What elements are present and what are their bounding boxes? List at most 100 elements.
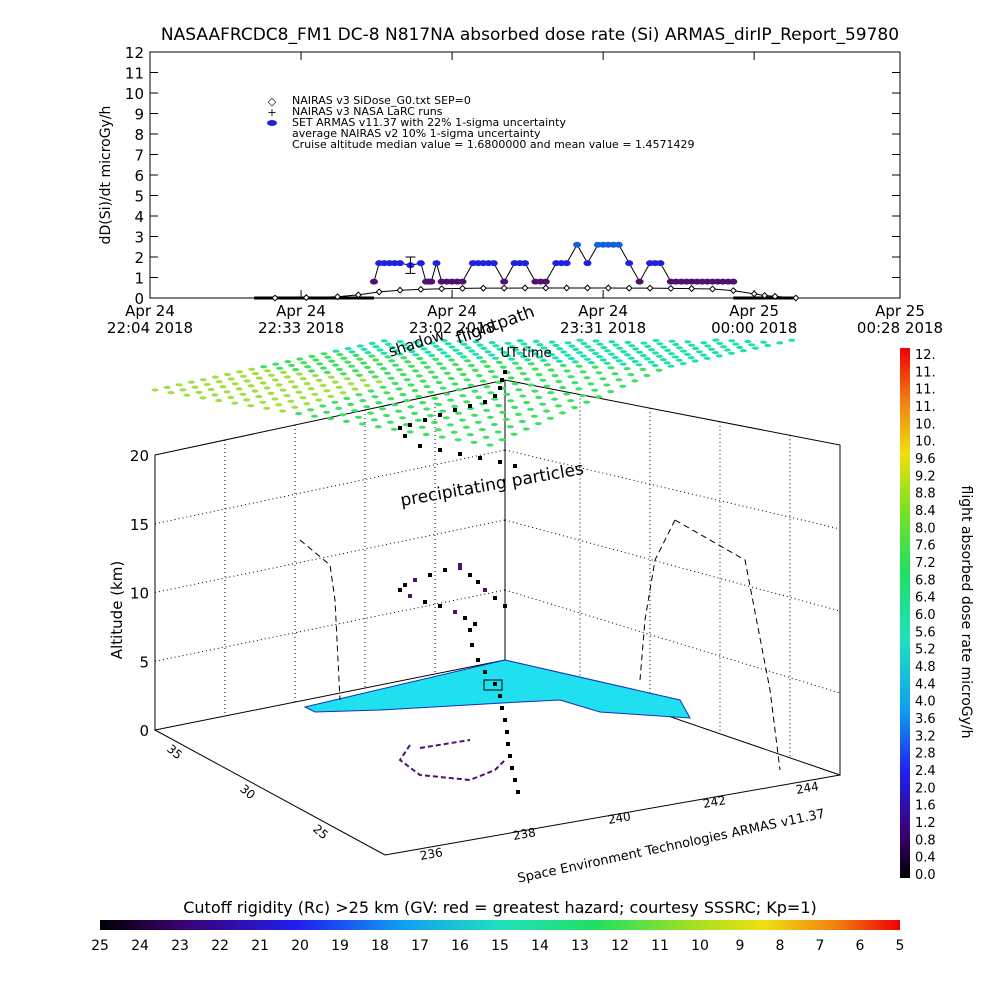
nairas-point <box>542 284 550 292</box>
particle-cell <box>587 382 595 386</box>
particle-cell <box>423 407 431 411</box>
particle-cell <box>583 357 591 361</box>
particle-cell <box>239 374 247 378</box>
particle-cell <box>471 413 478 417</box>
particle-cell <box>516 351 524 355</box>
particle-cell <box>580 354 587 358</box>
particle-cell <box>486 415 494 419</box>
particle-cell <box>563 392 571 396</box>
y-tick-label: 6 <box>134 167 144 185</box>
particle-cell <box>227 395 235 399</box>
particle-cell <box>339 391 347 395</box>
particle-cell <box>506 425 514 429</box>
nairas-point <box>271 294 279 302</box>
particle-cell <box>495 404 503 408</box>
particle-cell <box>459 372 467 377</box>
colorbar-tick-label: 6.4 <box>915 591 936 606</box>
particle-cell <box>312 358 320 362</box>
particle-cell <box>592 339 600 343</box>
particle-cell <box>391 403 399 407</box>
particle-cell <box>272 362 280 366</box>
armas-point <box>682 278 691 285</box>
particle-cell <box>608 352 615 356</box>
track-point <box>503 370 507 374</box>
armas-point <box>484 260 493 267</box>
particle-cell <box>167 391 175 395</box>
particle-cell <box>411 389 419 393</box>
track-point <box>513 464 517 468</box>
particle-cell <box>652 351 659 355</box>
colorbar-tick-label: 10. <box>915 435 936 450</box>
z-tick-label: 5 <box>139 653 149 671</box>
particle-cell <box>655 368 663 372</box>
rigidity-tick-label: 19 <box>331 938 349 954</box>
rigidity-tick-label: 9 <box>736 938 745 954</box>
particle-cell <box>498 438 506 442</box>
particle-cell <box>711 351 719 355</box>
particle-cell <box>575 387 583 391</box>
particle-cell <box>260 365 268 369</box>
particle-cell <box>748 343 756 347</box>
armas-point <box>424 278 433 285</box>
annotation-ut-time: UT time <box>501 346 552 361</box>
particle-cell <box>679 362 687 366</box>
particle-cell <box>683 352 691 356</box>
particle-cell <box>547 391 555 395</box>
particle-cell <box>548 340 556 344</box>
particle-cell <box>588 348 596 352</box>
colorbar-tick-label: 1.2 <box>915 816 936 831</box>
particle-cell <box>243 398 251 402</box>
particle-cell <box>470 440 478 444</box>
track-point <box>418 444 422 448</box>
particle-cell <box>308 369 315 373</box>
armas-point <box>635 278 644 285</box>
particle-cell <box>532 339 540 343</box>
particle-cell <box>424 350 432 354</box>
particle-cell <box>316 362 324 366</box>
particle-cell <box>580 341 588 346</box>
particle-cell <box>567 375 575 379</box>
particle-cell <box>703 356 711 360</box>
particle-cell <box>483 364 491 368</box>
particle-cell <box>471 389 479 393</box>
particle-cell <box>548 353 556 357</box>
box-front-left-edge <box>154 729 386 856</box>
particle-cell <box>308 354 316 358</box>
particle-cell <box>227 377 235 381</box>
rigidity-colorbar: Cutoff rigidity (Rc) >25 km (GV: red = g… <box>91 898 904 954</box>
particle-cell <box>440 338 448 342</box>
particle-cell <box>447 398 455 402</box>
grid-line <box>154 519 506 593</box>
particle-cell <box>292 368 299 372</box>
particle-cell <box>620 350 628 354</box>
particle-cell <box>430 420 438 425</box>
armas-point <box>599 241 608 248</box>
particle-cell <box>579 370 587 374</box>
particle-cell <box>247 384 255 388</box>
particle-cell <box>534 422 542 426</box>
particle-cell <box>255 395 263 399</box>
particle-cell <box>183 393 191 397</box>
rigidity-tick-label: 11 <box>651 938 669 954</box>
particle-cell <box>239 392 247 396</box>
credit-text: Space Environment Technologies ARMAS v11… <box>516 807 826 887</box>
particle-cell <box>664 348 672 352</box>
particle-cell <box>359 399 367 403</box>
particle-cell <box>448 358 456 362</box>
z-axis-label: Altitude (km) <box>108 561 126 659</box>
particle-cell <box>564 353 572 357</box>
particle-cell <box>383 391 391 395</box>
particle-cell <box>595 371 603 375</box>
particle-cell <box>535 395 543 400</box>
particle-cell <box>380 367 387 371</box>
particle-cell <box>435 402 443 407</box>
track-point <box>503 604 507 608</box>
rigidity-tick-label: 6 <box>856 938 865 954</box>
particle-cell <box>603 383 611 387</box>
particle-cell <box>568 344 576 348</box>
particle-cell <box>331 380 339 384</box>
particle-cell <box>356 357 364 361</box>
particle-cell <box>271 397 279 401</box>
particle-cell <box>579 393 587 398</box>
legend-entry: average NAIRAS v2 10% 1-sigma uncertaint… <box>292 127 541 140</box>
